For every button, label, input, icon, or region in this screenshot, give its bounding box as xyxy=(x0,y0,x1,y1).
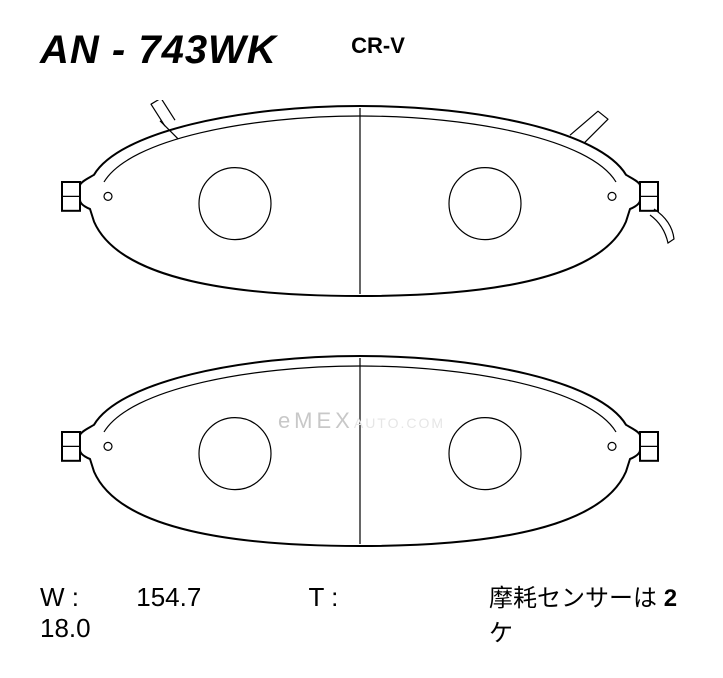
header: AN - 743WK CR-V xyxy=(40,28,683,73)
footer: W : 154.7 T : 18.0 摩耗センサーは 2 ケ xyxy=(40,578,683,648)
dimensions: W : 154.7 T : 18.0 xyxy=(40,582,489,644)
wear-sensor-note: 摩耗センサーは 2 ケ xyxy=(489,578,683,648)
width-spec: W : 154.7 xyxy=(40,582,259,612)
brake-pad-diagram xyxy=(40,100,683,580)
part-number: AN - 743WK xyxy=(40,28,277,73)
vehicle-model: CR-V xyxy=(351,33,405,59)
